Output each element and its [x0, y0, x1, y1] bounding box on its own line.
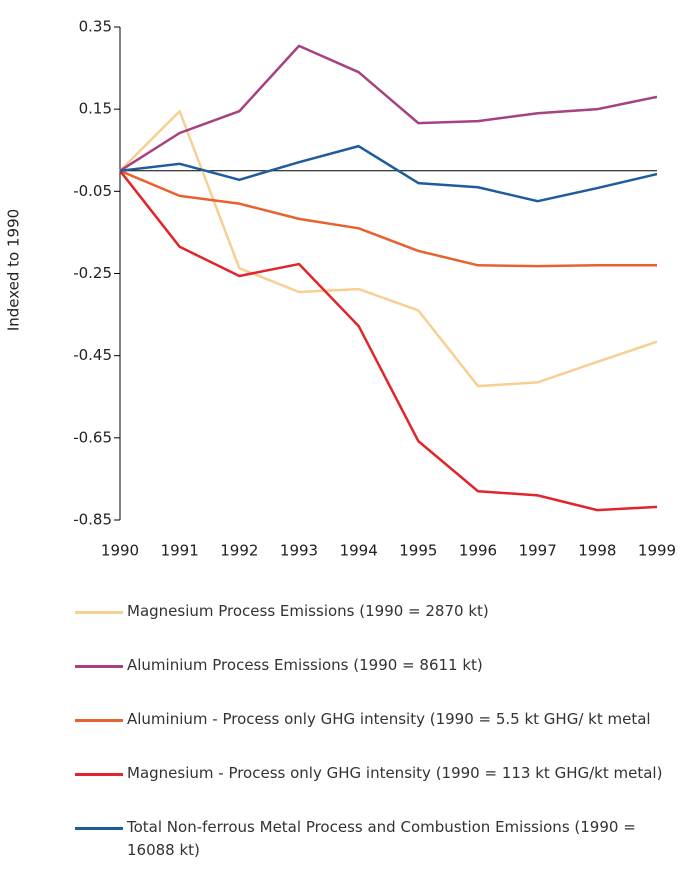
legend-label: Aluminium Process Emissions (1990 = 8611…: [127, 656, 483, 674]
x-tick-label: 1995: [399, 542, 437, 560]
legend-label: Magnesium - Process only GHG intensity (…: [127, 764, 663, 782]
legend-label: Magnesium Process Emissions (1990 = 2870…: [127, 602, 489, 620]
x-tick-label: 1990: [101, 542, 139, 560]
series-line: [119, 169, 657, 268]
y-tick-label: 0.15: [79, 100, 112, 118]
x-tick-label: 1998: [578, 542, 616, 560]
legend-label: Aluminium - Process only GHG intensity (…: [127, 710, 651, 728]
legend-swatch: [75, 827, 123, 830]
legend-swatch: [75, 665, 123, 668]
series-line: [119, 144, 658, 203]
legend: Magnesium Process Emissions (1990 = 2870…: [75, 598, 665, 868]
y-tick-label: -0.85: [73, 511, 112, 529]
x-tick-label: 1991: [161, 542, 199, 560]
legend-swatch: [75, 611, 123, 614]
legend-item: Aluminium Process Emissions (1990 = 8611…: [75, 652, 665, 706]
y-tick-label: -0.05: [73, 182, 112, 200]
x-tick-label: 1994: [340, 542, 378, 560]
series-line: [119, 109, 658, 388]
legend-item: Total Non-ferrous Metal Process and Comb…: [75, 814, 665, 868]
x-tick-label: 1992: [220, 542, 258, 560]
y-tick-label: 0.35: [79, 18, 112, 36]
x-tick-label: 1999: [638, 542, 676, 560]
x-tick-label: 1997: [519, 542, 557, 560]
y-tick-label: -0.45: [73, 346, 112, 364]
series-line: [119, 170, 658, 512]
y-tick-label: -0.65: [73, 428, 112, 446]
y-tick-label: -0.25: [73, 264, 112, 282]
legend-swatch: [75, 719, 123, 722]
y-axis-title: Indexed to 1990: [5, 209, 23, 331]
legend-swatch: [75, 773, 123, 776]
legend-item: Aluminium - Process only GHG intensity (…: [75, 706, 665, 760]
legend-item: Magnesium - Process only GHG intensity (…: [75, 760, 665, 814]
series-line: [119, 44, 658, 172]
chart: Indexed to 1990 -0.85 -0.65 -0.45 -0.25 -0.0…: [5, 18, 677, 560]
x-tick-label: 1996: [459, 542, 497, 560]
legend-item: Magnesium Process Emissions (1990 = 2870…: [75, 598, 665, 652]
legend-label: Total Non-ferrous Metal Process and Comb…: [127, 818, 636, 859]
x-tick-label: 1993: [280, 542, 318, 560]
